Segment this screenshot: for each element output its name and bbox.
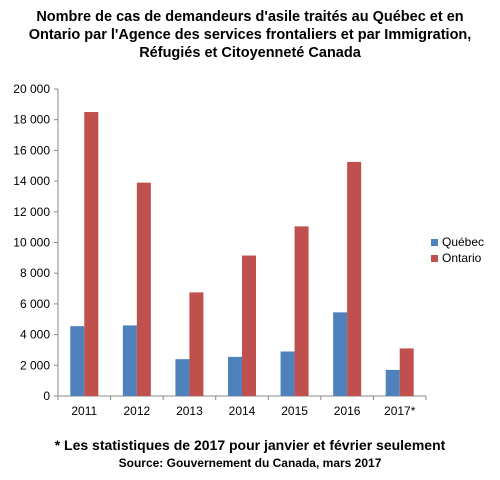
y-tick-label: 14 000 <box>13 174 50 188</box>
bar-qubec-2013 <box>175 359 190 396</box>
chart-title-line-3: Réfugiés et Citoyenneté Canada <box>139 45 361 61</box>
bar-ontario-2011 <box>84 112 99 397</box>
y-tick-label: 2 000 <box>20 358 50 372</box>
bar-qubec-2015 <box>280 351 295 396</box>
x-tick-label: 2012 <box>124 404 151 418</box>
chart-footnote: * Les statistiques de 2017 pour janvier … <box>54 437 446 453</box>
bar-ontario-2017 <box>399 348 414 396</box>
y-tick-label: 4 000 <box>20 328 50 342</box>
x-tick-label: 2017* <box>384 404 416 418</box>
bar-qubec-2011 <box>70 326 85 396</box>
bar-qubec-2017 <box>385 369 400 396</box>
chart-title-line-2: Ontario par l'Agence des services fronta… <box>28 27 472 43</box>
y-tick-label: 10 000 <box>13 236 50 250</box>
y-tick-label: 6 000 <box>20 297 50 311</box>
chart-axes <box>54 88 427 400</box>
legend-label-ontario: Ontario <box>442 251 482 265</box>
bar-ontario-2014 <box>242 255 256 396</box>
chart-source: Source: Gouvernement du Canada, mars 201… <box>118 456 382 470</box>
chart-title: Nombre de cas de demandeurs d'asile trai… <box>0 8 500 62</box>
chart-tick-labels: 0 2 000 4 000 6 000 8 000 10 000 12 000 14 000 1… <box>13 82 415 418</box>
legend-label-quebec: Québec <box>442 235 485 249</box>
bar-ontario-2013 <box>189 292 204 396</box>
y-tick-label: 8 000 <box>20 266 50 280</box>
legend-item-quebec: Québec <box>431 234 484 250</box>
bar-ontario-2012 <box>136 182 151 396</box>
x-tick-label: 2016 <box>334 404 361 418</box>
bar-qubec-2016 <box>333 312 348 396</box>
chart-bars <box>70 112 414 397</box>
x-tick-label: 2014 <box>229 404 256 418</box>
bar-ontario-2016 <box>347 161 362 396</box>
legend-item-ontario: Ontario <box>431 250 484 266</box>
x-tick-label: 2011 <box>71 404 97 418</box>
chart-legend: Québec Ontario <box>431 234 484 266</box>
y-tick-label: 18 000 <box>13 113 50 127</box>
legend-swatch-ontario <box>431 254 438 262</box>
x-tick-label: 2013 <box>176 404 203 418</box>
bar-qubec-2014 <box>228 356 242 396</box>
y-tick-label: 0 <box>43 389 50 403</box>
chart-title-line-1: Nombre de cas de demandeurs d'asile trai… <box>36 9 464 25</box>
x-tick-label: 2015 <box>281 404 308 418</box>
y-tick-label: 16 000 <box>13 143 50 157</box>
legend-swatch-quebec <box>431 238 438 246</box>
bar-qubec-2012 <box>122 325 137 396</box>
y-tick-label: 20 000 <box>13 82 50 96</box>
y-tick-label: 12 000 <box>13 205 50 219</box>
bar-ontario-2015 <box>294 226 309 396</box>
